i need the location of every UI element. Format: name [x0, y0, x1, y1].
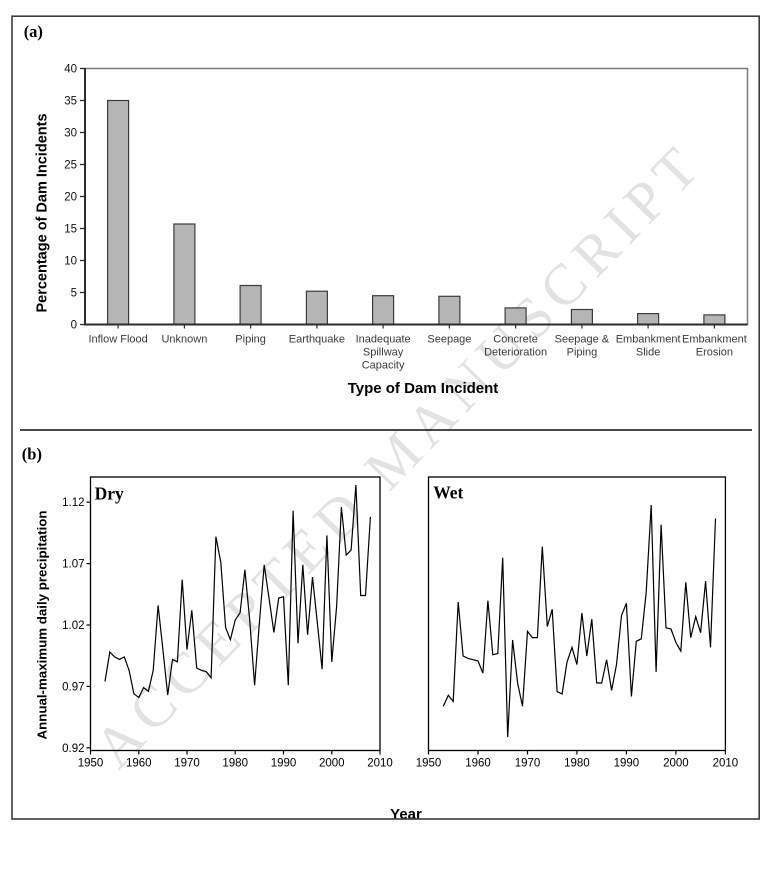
svg-text:1950: 1950 — [78, 758, 104, 770]
svg-text:Spillway: Spillway — [363, 346, 404, 358]
svg-text:2000: 2000 — [663, 758, 689, 770]
svg-text:Wet: Wet — [433, 482, 463, 502]
svg-text:20: 20 — [64, 192, 77, 204]
svg-text:1.07: 1.07 — [62, 559, 84, 571]
svg-text:15: 15 — [64, 224, 77, 236]
svg-text:2010: 2010 — [367, 758, 393, 770]
svg-text:(a): (a) — [24, 22, 43, 41]
svg-text:1990: 1990 — [271, 758, 297, 770]
svg-text:Embankment: Embankment — [616, 333, 681, 345]
svg-text:Inadequate: Inadequate — [356, 333, 411, 345]
svg-text:Percentage of Dam Incidents: Percentage of Dam Incidents — [35, 113, 51, 312]
svg-text:Piping: Piping — [567, 346, 598, 358]
svg-text:Annual-maximum daily precipita: Annual-maximum daily precipitation — [35, 510, 50, 739]
svg-text:35: 35 — [64, 96, 77, 108]
svg-text:30: 30 — [64, 128, 77, 140]
svg-text:1990: 1990 — [614, 758, 640, 770]
svg-text:25: 25 — [64, 160, 77, 172]
svg-text:0.92: 0.92 — [62, 743, 84, 755]
svg-text:1.12: 1.12 — [62, 497, 84, 509]
svg-text:Earthquake: Earthquake — [289, 333, 345, 345]
svg-text:0: 0 — [71, 320, 77, 332]
svg-text:Slide: Slide — [636, 346, 660, 358]
svg-text:1970: 1970 — [515, 758, 541, 770]
svg-text:Type of Dam Incident: Type of Dam Incident — [348, 380, 499, 397]
svg-text:Dry: Dry — [95, 483, 124, 503]
svg-text:2010: 2010 — [713, 758, 739, 770]
svg-text:Seepage: Seepage — [427, 333, 471, 345]
svg-text:0.97: 0.97 — [62, 681, 84, 693]
svg-text:Unknown: Unknown — [161, 333, 207, 345]
svg-text:1980: 1980 — [564, 758, 590, 770]
svg-text:Piping: Piping — [235, 333, 266, 345]
svg-text:10: 10 — [64, 256, 77, 268]
svg-text:Seepage &: Seepage & — [555, 333, 610, 345]
svg-text:(b): (b) — [22, 445, 42, 464]
svg-text:1950: 1950 — [416, 758, 442, 770]
svg-text:Embankment: Embankment — [682, 333, 747, 345]
svg-text:1970: 1970 — [174, 758, 200, 770]
svg-text:Inflow Flood: Inflow Flood — [88, 333, 147, 345]
svg-text:1960: 1960 — [126, 758, 152, 770]
svg-text:Capacity: Capacity — [362, 359, 405, 371]
svg-text:5: 5 — [71, 288, 77, 300]
svg-text:40: 40 — [64, 64, 77, 76]
svg-text:1980: 1980 — [222, 758, 248, 770]
svg-text:1960: 1960 — [465, 758, 491, 770]
svg-text:Erosion: Erosion — [696, 346, 733, 358]
svg-text:Deterioration: Deterioration — [484, 346, 547, 358]
svg-text:1.02: 1.02 — [62, 620, 84, 632]
svg-text:2000: 2000 — [319, 758, 345, 770]
svg-text:Concrete: Concrete — [493, 333, 538, 345]
